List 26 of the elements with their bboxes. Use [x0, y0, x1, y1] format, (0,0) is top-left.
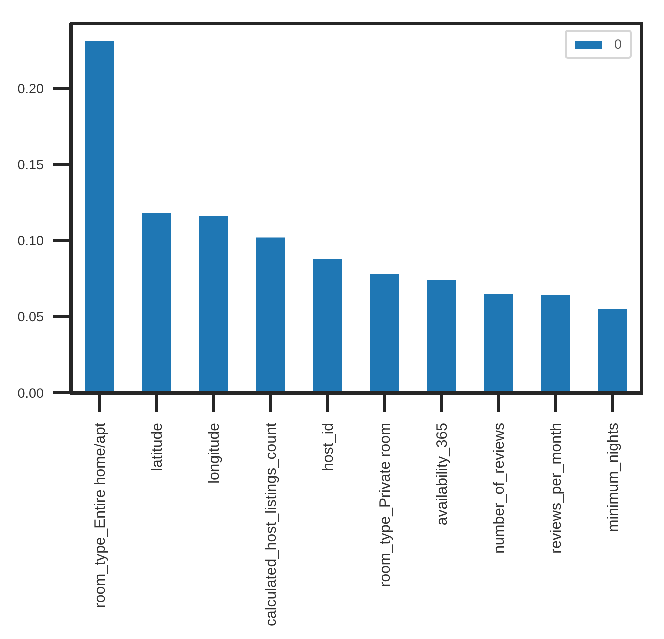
x-tick-label: minimum_nights — [604, 423, 622, 532]
x-tick-label: room_type_Entire home/apt — [92, 422, 109, 608]
bar — [142, 213, 172, 393]
bar — [199, 216, 228, 393]
x-tick-label: calculated_host_listings_count — [262, 422, 280, 626]
bar — [370, 274, 400, 393]
x-tick-label: number_of_reviews — [490, 423, 508, 554]
bar — [427, 280, 456, 393]
x-tick-label: room_type_Private room — [376, 423, 394, 588]
x-tick-label: longitude — [206, 423, 223, 484]
bar — [256, 238, 286, 393]
bar — [484, 294, 514, 393]
x-tick-label: reviews_per_month — [548, 423, 565, 554]
x-tick-label: availability_365 — [434, 423, 451, 526]
bar — [313, 259, 342, 393]
bar — [598, 309, 628, 393]
y-tick-label: 0.20 — [18, 81, 44, 96]
bar — [85, 41, 114, 393]
y-tick-label: 0.00 — [18, 386, 44, 401]
y-tick-label: 0.05 — [18, 310, 44, 325]
y-tick-label: 0.10 — [18, 234, 44, 249]
y-tick-label: 0.15 — [18, 157, 44, 172]
x-tick-label: latitude — [148, 423, 166, 472]
x-tick-label: host_id — [320, 423, 337, 472]
bar — [541, 296, 570, 393]
legend-label: 0 — [614, 37, 622, 52]
